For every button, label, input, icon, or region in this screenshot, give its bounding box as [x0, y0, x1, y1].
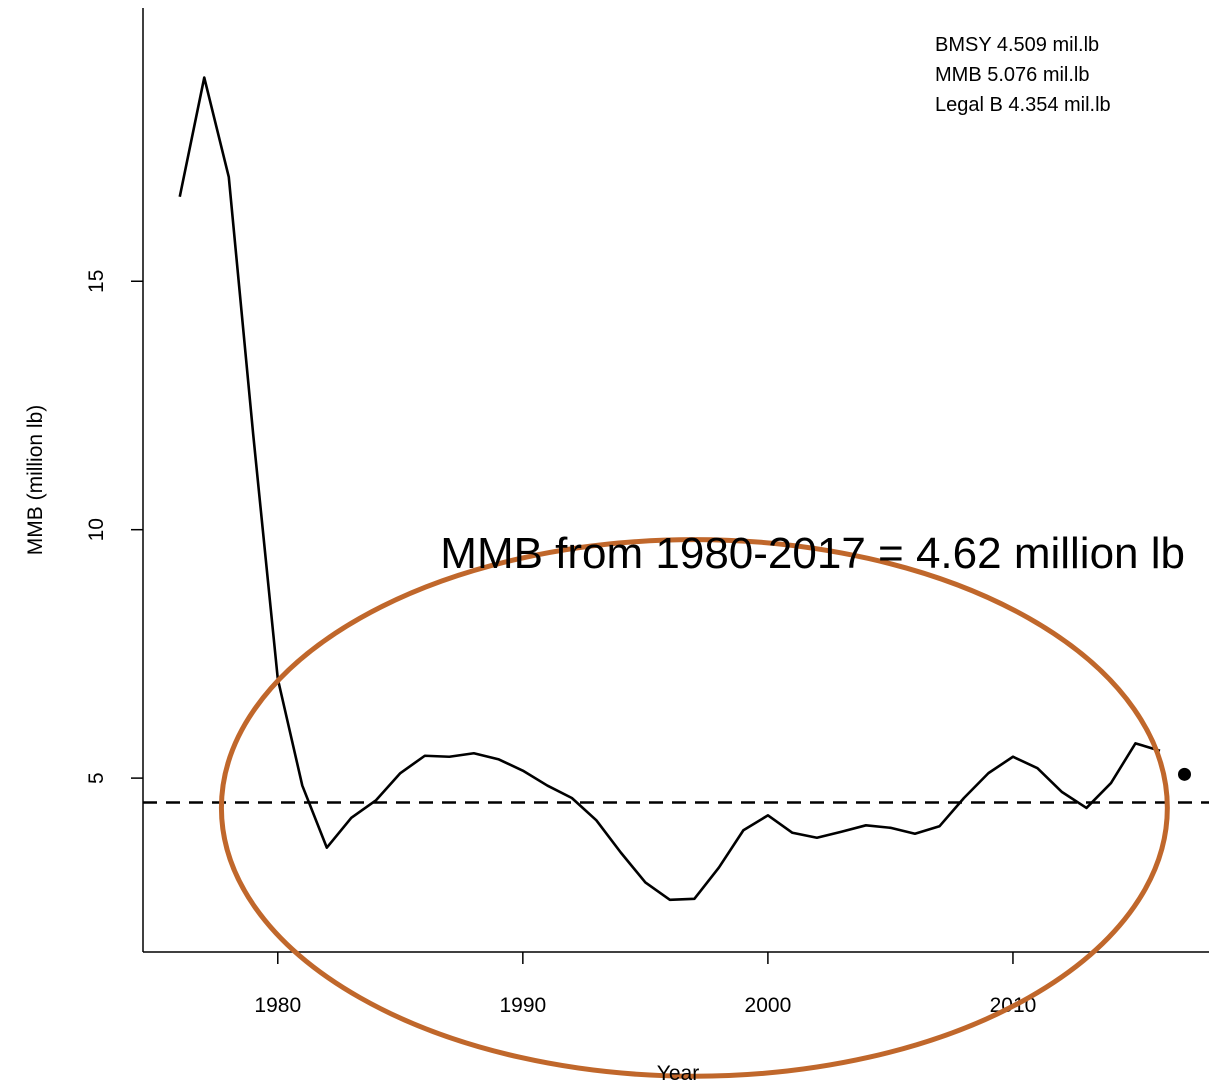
legend-entry: Legal B 4.354 mil.lb [935, 94, 1111, 116]
y-tick-label: 5 [85, 772, 108, 784]
y-tick-label: 10 [85, 518, 108, 541]
x-tick-label: 1990 [499, 994, 546, 1017]
legend: BMSY 4.509 mil.lb MMB 5.076 mil.lb Legal B… [935, 34, 1111, 116]
annotation-text: MMB from 1980-2017 = 4.62 million lb [440, 529, 1185, 578]
terminal-point [1177, 767, 1191, 781]
points [1177, 767, 1191, 781]
x-tick-label: 1980 [254, 994, 301, 1017]
legend-entry: BMSY 4.509 mil.lb [935, 34, 1099, 56]
highlight-ellipse [218, 537, 1170, 1079]
x-ticks: 1980 1990 2000 2010 [254, 952, 1036, 1017]
x-tick-label: 2000 [745, 994, 792, 1017]
legend-entry: MMB 5.076 mil.lb [935, 64, 1090, 86]
mmb-series-line [178, 76, 1161, 902]
x-axis-title: Year [657, 1062, 699, 1085]
y-axis-title: MMB (million lb) [24, 405, 47, 556]
y-ticks: 5 10 15 [85, 270, 143, 784]
y-tick-label: 15 [85, 270, 108, 293]
